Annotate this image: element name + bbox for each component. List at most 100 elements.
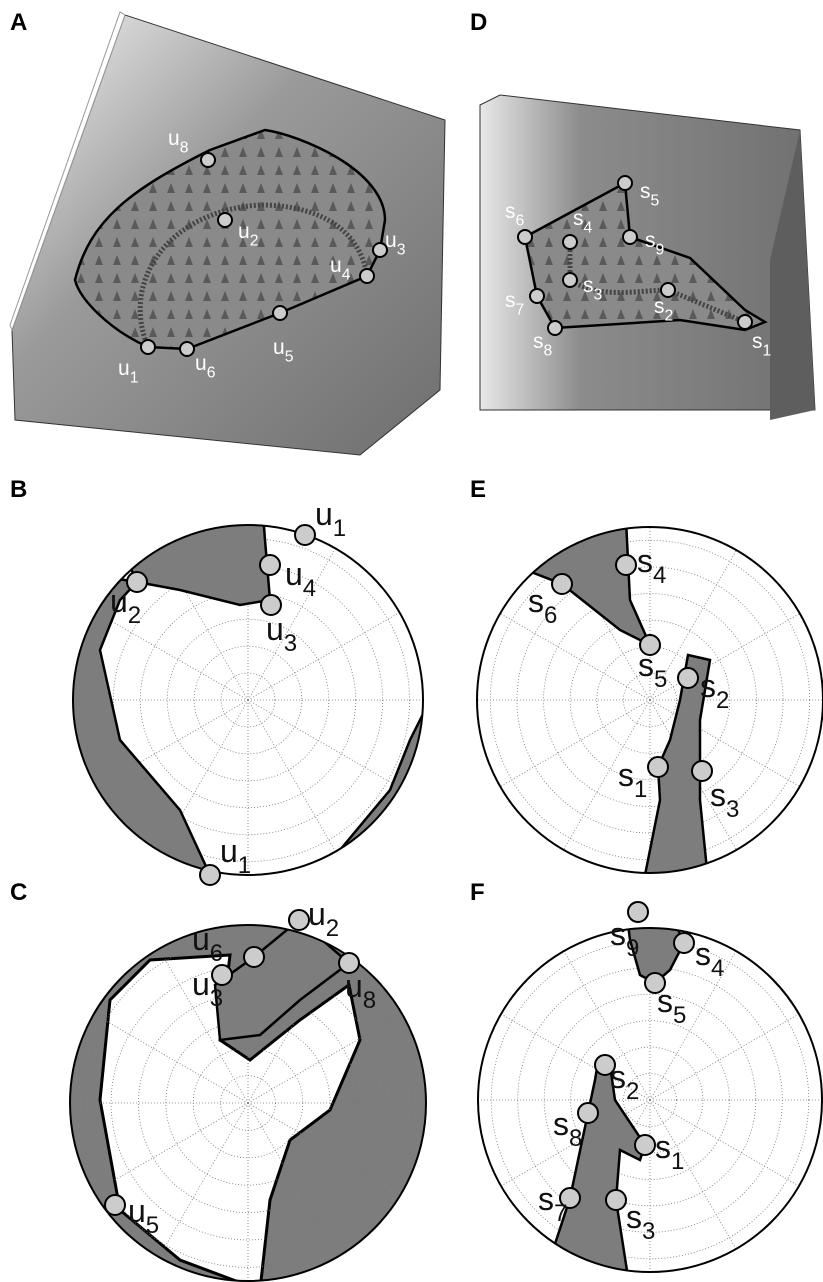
label-sub: 7	[516, 301, 525, 318]
label-sub: 3	[210, 985, 223, 1012]
label-sub: 2	[326, 915, 339, 942]
point-label: s1	[618, 757, 647, 803]
point-marker	[127, 572, 147, 592]
point-marker	[548, 321, 562, 335]
panel-letter: F	[470, 879, 485, 906]
point-marker	[616, 555, 636, 575]
label-sub: 9	[626, 935, 639, 962]
point-marker	[563, 273, 577, 287]
grid-spoke	[248, 700, 400, 788]
label-base: u	[308, 896, 326, 932]
label-sub: 4	[653, 562, 666, 589]
point-marker	[201, 153, 215, 167]
point-marker	[360, 269, 374, 283]
point-label: u3	[266, 611, 297, 657]
grid-spoke	[650, 1100, 736, 1249]
point-label: s4	[637, 543, 666, 589]
label-base: s	[618, 757, 634, 793]
point-marker	[200, 865, 220, 885]
point-label: u1	[220, 833, 251, 879]
panel-letter: B	[10, 476, 27, 503]
label-sub: 6	[544, 602, 557, 629]
label-sub: 3	[594, 286, 603, 303]
label-sub: 8	[569, 1125, 582, 1152]
label-base: s	[710, 777, 726, 813]
label-sub: 1	[634, 776, 647, 803]
label-sub: 5	[654, 666, 667, 693]
point-marker	[623, 230, 637, 244]
point-label: s1	[655, 1129, 684, 1175]
label-base: s	[645, 229, 656, 252]
label-sub: 8	[363, 987, 376, 1014]
label-base: u	[315, 496, 333, 532]
label-sub: 2	[250, 232, 259, 249]
label-sub: 8	[180, 139, 189, 156]
label-sub: 2	[716, 687, 729, 714]
label-sub: 3	[397, 241, 406, 258]
label-base: s	[505, 200, 516, 223]
label-sub: 2	[626, 1078, 639, 1105]
label-sub: 1	[671, 1148, 684, 1175]
point-label: u4	[285, 556, 316, 602]
region	[330, 700, 450, 880]
label-base: s	[533, 330, 544, 353]
label-sub: 8	[544, 342, 553, 359]
label-sub: 9	[656, 241, 665, 258]
label-sub: 3	[642, 1218, 655, 1245]
point-marker	[141, 340, 155, 354]
label-base: s	[528, 583, 544, 619]
point-marker	[518, 230, 532, 244]
label-base: u	[192, 921, 210, 957]
point-label: s5	[657, 983, 686, 1029]
label-sub: 4	[303, 575, 316, 602]
label-base: s	[610, 916, 626, 952]
label-base: u	[195, 352, 207, 375]
point-marker	[618, 176, 632, 190]
point-marker	[578, 1103, 598, 1123]
point-label: s9	[610, 916, 639, 962]
label-sub: 3	[726, 796, 739, 823]
point-marker	[218, 213, 232, 227]
label-base: s	[657, 983, 673, 1019]
label-base: s	[505, 289, 516, 312]
label-base: s	[654, 295, 665, 318]
label-base: u	[330, 254, 342, 277]
label-sub: 2	[665, 307, 674, 324]
label-base: s	[538, 1181, 554, 1217]
label-sub: 5	[285, 348, 294, 365]
point-marker	[105, 1195, 125, 1215]
label-sub: 7	[554, 1200, 567, 1227]
surface-d	[480, 95, 815, 420]
point-marker	[678, 668, 698, 688]
label-sub: 4	[711, 955, 724, 982]
label-sub: 6	[210, 940, 223, 967]
label-sub: 3	[284, 630, 297, 657]
grid-spoke	[96, 613, 248, 701]
label-base: u	[273, 336, 285, 359]
label-sub: 1	[333, 515, 346, 542]
label-sub: 6	[207, 364, 216, 381]
label-base: u	[285, 556, 303, 592]
label-base: u	[192, 966, 210, 1002]
point-marker	[674, 933, 694, 953]
label-base: s	[638, 647, 654, 683]
label-base: s	[573, 207, 584, 230]
surface-a	[10, 12, 445, 455]
point-marker	[635, 1135, 655, 1155]
label-base: s	[637, 543, 653, 579]
point-marker	[289, 910, 309, 930]
label-base: s	[752, 330, 763, 353]
label-sub: 1	[238, 852, 251, 879]
label-base: u	[110, 583, 128, 619]
point-marker	[212, 965, 232, 985]
panel-letter: D	[470, 9, 487, 36]
label-sub: 4	[584, 219, 593, 236]
label-base: s	[610, 1059, 626, 1095]
figure: Au8u2u3u4u5u1u6Bu1u4u2u3u1Cu6u2u3u8u5Ds5…	[0, 0, 823, 1282]
point-marker	[260, 555, 280, 575]
point-label: s7	[538, 1181, 567, 1227]
label-sub: 5	[651, 192, 660, 209]
label-base: s	[626, 1199, 642, 1235]
label-sub: 6	[516, 212, 525, 229]
label-sub: 2	[128, 602, 141, 629]
